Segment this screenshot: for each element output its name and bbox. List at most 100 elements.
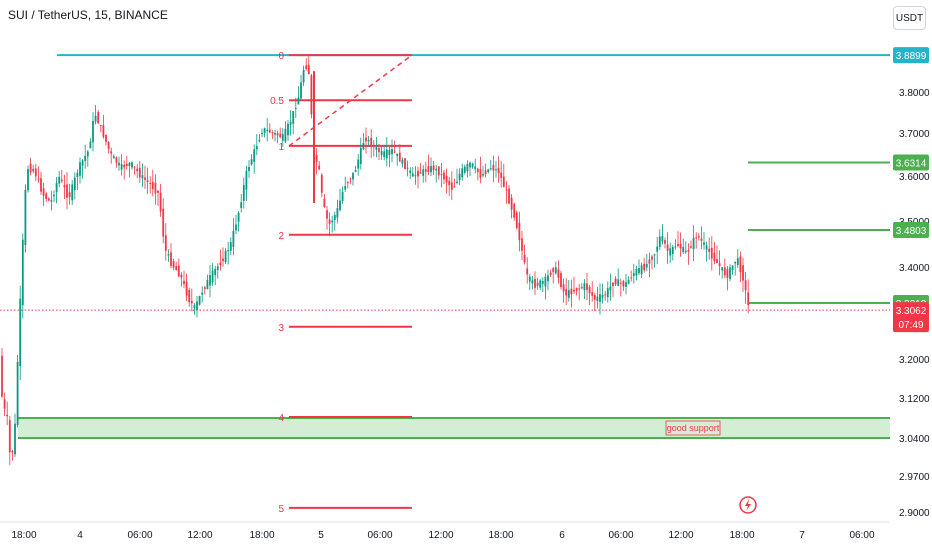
candle-body [183,280,185,284]
candle-body [115,157,118,163]
candle-body [146,180,149,182]
candle-body [565,289,568,296]
candle-body [157,190,159,193]
fib-level-label: 4 [278,413,284,424]
candle-body [279,133,282,138]
candle-body [16,361,19,425]
currency-button[interactable]: USDT [893,6,926,30]
x-tick-label: 06:00 [849,530,874,541]
candle-body [409,170,412,173]
candle-body [562,284,565,292]
candle-body [302,70,305,83]
candle-body [570,288,573,295]
candle-body [211,270,214,282]
last-price-label: 3.3062 [896,306,927,317]
y-tick-label: 3.7000 [899,129,930,140]
candle-body [557,269,560,278]
candle-body [281,134,284,141]
candle-body [167,254,170,256]
candle-body [690,246,692,248]
candle-body [162,208,165,237]
candle-body [534,278,536,288]
candle-body [479,169,482,178]
support-note-label: good support [667,423,720,433]
candle-body [692,237,695,250]
candle-body [708,248,711,252]
candle-body [315,154,318,163]
candle-body [141,175,144,179]
candle-body [526,268,529,275]
candle-body [362,142,365,149]
candle-body [53,194,55,197]
candle-body [333,214,336,220]
candle-body [250,159,253,165]
x-tick-label: 18:00 [249,530,274,541]
candle-body [671,246,674,254]
candle-body [1,355,3,397]
candle-body [209,275,211,286]
candle-body [497,167,500,174]
candle-body [276,133,279,136]
candle-body [718,263,721,267]
candle-body [268,129,271,133]
candle-body [461,168,464,178]
y-tick-label: 3.6000 [899,172,930,183]
candle-body [695,237,698,239]
chart-title: SUI / TetherUS, 15, BINANCE [8,8,168,22]
candle-body [440,173,443,175]
candle-body [586,283,588,290]
y-tick-label: 2.9700 [899,472,930,483]
candle-body [700,238,703,241]
candle-body [253,149,256,162]
candle-body [19,298,22,367]
candle-body [489,168,492,170]
candle-body [417,170,419,177]
candle-body [305,65,308,69]
x-tick-label: 18:00 [488,530,513,541]
fib-level-label: 0 [278,51,284,62]
candle-body [284,128,287,142]
candle-body [237,212,240,222]
candle-body [232,230,235,247]
candle-body [37,178,40,180]
candle-body [92,120,94,143]
candle-body [170,252,172,266]
candle-body [287,123,289,136]
candle-body [198,296,201,305]
candle-body [185,281,188,296]
candle-body [219,262,222,266]
candle-body [118,162,120,166]
candle-body [560,273,562,288]
candle-body [458,173,461,181]
candle-body [614,278,617,285]
candle-body [149,183,152,185]
candle-body [604,294,607,296]
candle-body [175,266,178,271]
candle-body [125,163,128,167]
candle-body [734,261,737,264]
candle-body [731,265,734,271]
candle-body [554,267,557,274]
candle-body [261,132,263,135]
candle-body [242,185,245,201]
candle-body [24,189,27,246]
candle-body [549,272,552,276]
lightning-icon[interactable] [739,496,757,514]
candle-body [89,141,92,149]
candle-body [729,267,731,280]
candle-body [697,236,700,238]
candle-body [359,147,362,165]
candle-body [27,169,29,191]
candle-body [255,146,258,150]
candle-body [645,263,648,268]
candle-body [128,162,131,167]
candle-body [47,198,50,201]
y-tick-label: 3.1200 [899,394,930,405]
candle-body [248,166,250,171]
candle-body [396,153,399,156]
candle-body [229,242,232,251]
candle-body [102,125,105,137]
candle-body [653,254,656,256]
candle-body [742,265,744,281]
